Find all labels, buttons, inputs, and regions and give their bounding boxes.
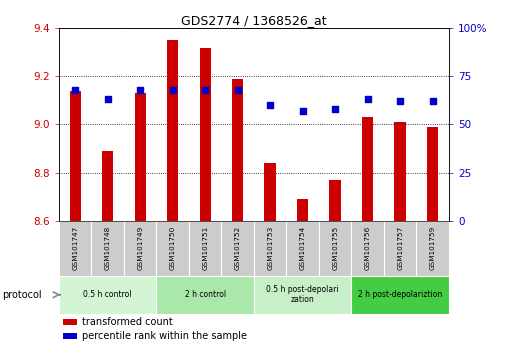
Text: GSM101754: GSM101754: [300, 226, 306, 270]
Point: [201, 87, 209, 93]
Bar: [134, 93, 146, 221]
Bar: [200, 47, 211, 221]
Bar: [59, 221, 91, 275]
Bar: [417, 221, 449, 275]
Point: [299, 108, 307, 114]
Bar: [102, 151, 113, 221]
Bar: [254, 275, 351, 314]
Text: GSM101759: GSM101759: [429, 226, 436, 270]
Bar: [384, 221, 417, 275]
Bar: [297, 199, 308, 221]
Text: 2 h control: 2 h control: [185, 290, 226, 299]
Bar: [232, 79, 243, 221]
Point: [233, 87, 242, 93]
Bar: [329, 180, 341, 221]
Text: GSM101747: GSM101747: [72, 226, 78, 270]
Point: [364, 97, 372, 102]
Text: 0.5 h control: 0.5 h control: [84, 290, 132, 299]
Bar: [156, 221, 189, 275]
Bar: [265, 163, 276, 221]
Bar: [124, 221, 156, 275]
Bar: [351, 275, 449, 314]
Bar: [427, 127, 438, 221]
Text: GSM101755: GSM101755: [332, 226, 338, 270]
Point: [169, 87, 177, 93]
Bar: [63, 333, 76, 339]
Text: 0.5 h post-depolari
zation: 0.5 h post-depolari zation: [266, 285, 339, 304]
Bar: [319, 221, 351, 275]
Point: [71, 87, 80, 93]
Bar: [167, 40, 179, 221]
Title: GDS2774 / 1368526_at: GDS2774 / 1368526_at: [181, 14, 327, 27]
Text: GSM101753: GSM101753: [267, 226, 273, 270]
Text: GSM101748: GSM101748: [105, 226, 111, 270]
Point: [266, 102, 274, 108]
Text: GSM101751: GSM101751: [202, 226, 208, 270]
Bar: [156, 275, 254, 314]
Text: protocol: protocol: [3, 290, 42, 300]
Text: GSM101757: GSM101757: [397, 226, 403, 270]
Text: percentile rank within the sample: percentile rank within the sample: [83, 331, 247, 341]
Bar: [286, 221, 319, 275]
Bar: [189, 221, 222, 275]
Point: [428, 98, 437, 104]
Bar: [394, 122, 406, 221]
Text: transformed count: transformed count: [83, 317, 173, 327]
Text: GSM101752: GSM101752: [234, 226, 241, 270]
Point: [331, 106, 339, 112]
Point: [136, 87, 144, 93]
Text: 2 h post-depolariztion: 2 h post-depolariztion: [358, 290, 442, 299]
Point: [396, 98, 404, 104]
Text: GSM101750: GSM101750: [170, 226, 176, 270]
Bar: [70, 91, 81, 221]
Text: GSM101756: GSM101756: [365, 226, 371, 270]
Bar: [254, 221, 286, 275]
Text: GSM101749: GSM101749: [137, 226, 143, 270]
Bar: [63, 319, 76, 325]
Bar: [351, 221, 384, 275]
Bar: [222, 221, 254, 275]
Bar: [91, 221, 124, 275]
Point: [104, 97, 112, 102]
Bar: [362, 117, 373, 221]
Bar: [59, 275, 156, 314]
